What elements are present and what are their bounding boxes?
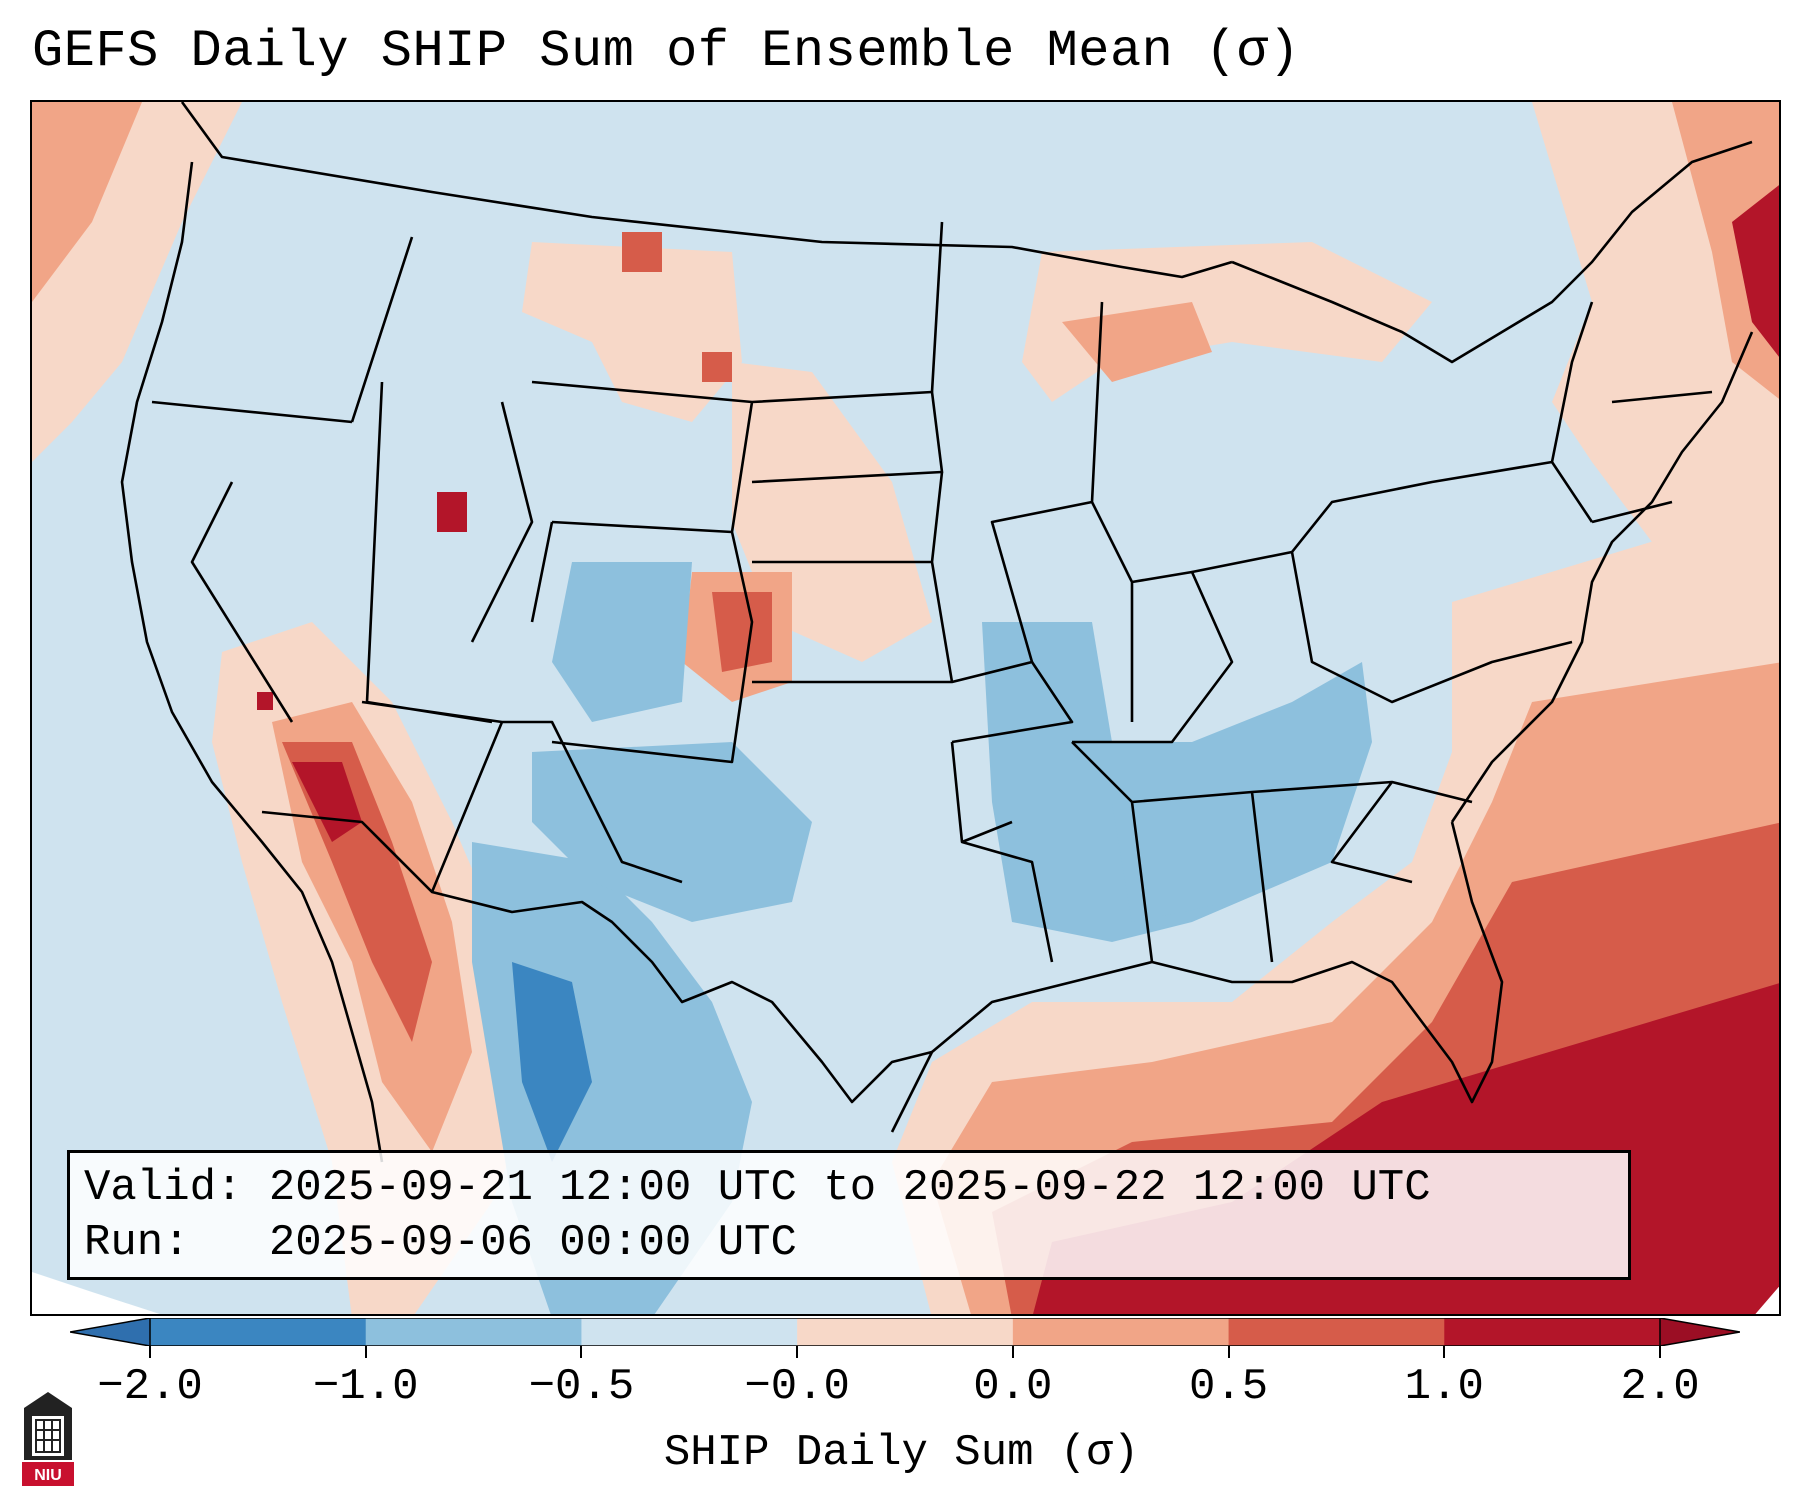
- run-time-text: Run: 2025-09-06 00:00 UTC: [84, 1218, 797, 1268]
- colorbar-segment: [1228, 1318, 1445, 1346]
- colorbar-tick-mark: [1443, 1346, 1446, 1358]
- colorbar-segment: [1444, 1318, 1661, 1346]
- colorbar-tick-label: 1.0: [1404, 1362, 1484, 1412]
- niu-logo-text: NIU: [34, 1467, 62, 1484]
- colorbar-tick-mark: [1659, 1346, 1661, 1358]
- niu-logo-icon: NIU: [20, 1390, 76, 1488]
- colorbar-svg: [69, 1317, 1741, 1347]
- colorbar-extend-low: [70, 1318, 150, 1346]
- colorbar-tick-label: 0.5: [1188, 1362, 1269, 1412]
- colorbar-tick-mark: [796, 1346, 799, 1358]
- colorbar-tick-label: −0.0: [744, 1362, 850, 1412]
- colorbar-segment: [365, 1318, 582, 1346]
- colorbar-segment: [1012, 1318, 1230, 1346]
- colorbar-tick-label: −2.0: [97, 1362, 203, 1412]
- colorbar-tick-label: −1.0: [312, 1362, 419, 1412]
- colorbar-segment: [150, 1318, 367, 1346]
- colorbar-tick-mark: [364, 1346, 367, 1358]
- colorbar-segment: [797, 1318, 1014, 1346]
- colorbar: [69, 1317, 1741, 1347]
- valid-run-box: Valid: 2025-09-21 12:00 UTC to 2025-09-2…: [67, 1150, 1631, 1280]
- state-borders: [120, 102, 1754, 1163]
- valid-time-text: Valid: 2025-09-21 12:00 UTC to 2025-09-2…: [84, 1163, 1431, 1213]
- colorbar-tick-mark: [1227, 1346, 1230, 1358]
- colorbar-tick-label: 2.0: [1620, 1362, 1700, 1412]
- colorbar-tick-mark: [1011, 1346, 1014, 1358]
- colorbar-tick-label: 0.0: [973, 1362, 1053, 1412]
- map-canvas: [32, 102, 1779, 1314]
- colorbar-extend-high: [1660, 1318, 1740, 1346]
- colorbar-label: SHIP Daily Sum (σ): [663, 1428, 1140, 1478]
- map-title: GEFS Daily SHIP Sum of Ensemble Mean (σ): [32, 22, 1301, 81]
- map-panel: [30, 100, 1781, 1316]
- colorbar-tick-label: −0.5: [528, 1362, 635, 1412]
- colorbar-tick-mark: [580, 1346, 583, 1358]
- colorbar-tick-mark: [149, 1346, 151, 1358]
- colorbar-segment: [581, 1318, 798, 1346]
